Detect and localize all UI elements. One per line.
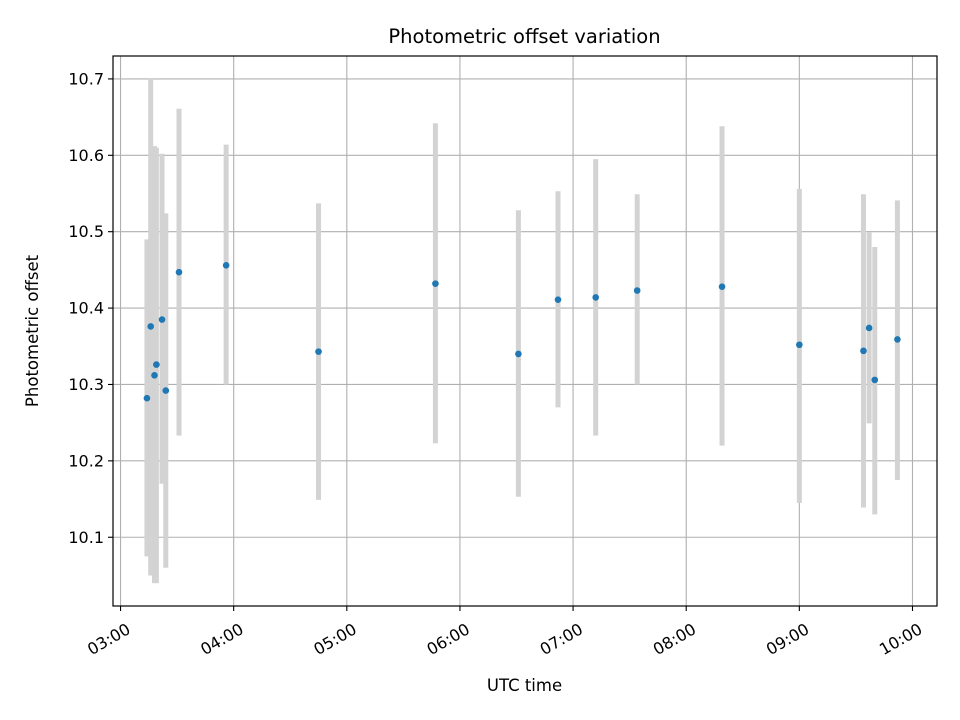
y-tick-label: 10.5 (68, 222, 104, 241)
data-point (592, 294, 600, 301)
y-axis-title: Photometric offset (23, 254, 42, 407)
data-points (143, 262, 901, 402)
y-tick-label: 10.4 (68, 299, 104, 318)
data-point (315, 348, 322, 355)
data-point (633, 287, 641, 294)
data-point (515, 350, 522, 358)
y-tick-label: 10.7 (68, 69, 104, 88)
data-point (865, 324, 873, 332)
data-point (871, 376, 879, 384)
data-point (554, 296, 562, 303)
data-point (222, 262, 230, 269)
data-point (153, 361, 160, 368)
y-tick-label: 10.6 (68, 146, 104, 165)
data-point (718, 283, 726, 290)
data-point (147, 323, 155, 330)
plot-frame (112, 55, 938, 607)
data-point (796, 341, 803, 349)
data-point (151, 372, 158, 379)
data-point (894, 336, 901, 343)
data-point (432, 280, 439, 287)
y-tick-label: 10.3 (68, 375, 104, 394)
data-point (143, 394, 151, 402)
y-tick-label: 10.1 (68, 528, 104, 547)
chart-title: Photometric offset variation (388, 25, 660, 48)
data-point (175, 268, 183, 276)
data-point (860, 347, 867, 355)
x-axis-title: UTC time (487, 676, 562, 695)
y-axis-ticks: 10.1 10.2 10.3 10.4 10.5 10.6 10.7 (68, 69, 113, 547)
data-point (162, 387, 170, 394)
data-point (158, 316, 166, 323)
y-tick-label: 10.2 (68, 451, 104, 470)
